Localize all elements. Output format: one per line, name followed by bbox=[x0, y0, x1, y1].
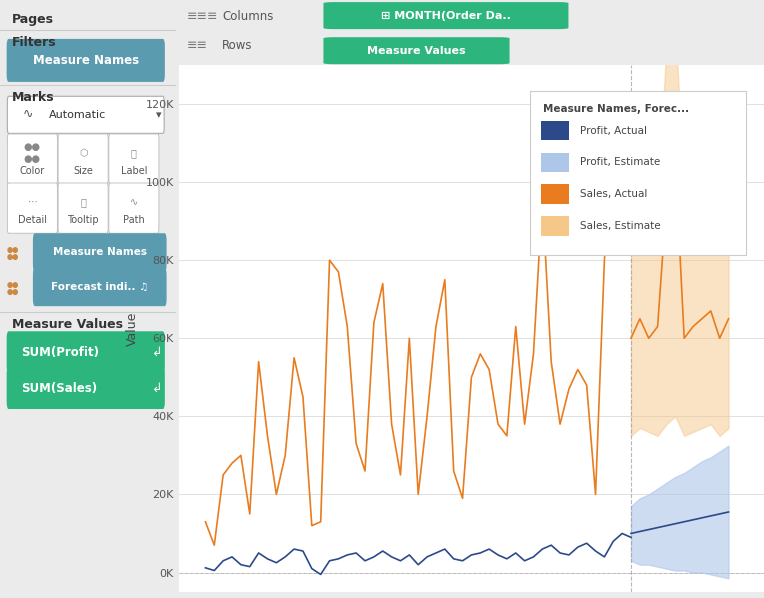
Text: Forecast indi.. ♫: Forecast indi.. ♫ bbox=[51, 282, 148, 292]
Text: ⎕: ⎕ bbox=[80, 197, 86, 207]
Text: Measure Names: Measure Names bbox=[53, 248, 147, 257]
Text: Measure Names, Forec...: Measure Names, Forec... bbox=[543, 105, 689, 114]
Text: ●●
●●: ●● ●● bbox=[24, 142, 41, 164]
FancyBboxPatch shape bbox=[7, 367, 165, 409]
FancyBboxPatch shape bbox=[541, 184, 569, 204]
Text: ⬤⬤
⬤⬤: ⬤⬤ ⬤⬤ bbox=[7, 282, 19, 295]
Text: Sales, Actual: Sales, Actual bbox=[580, 190, 647, 199]
FancyBboxPatch shape bbox=[323, 37, 510, 64]
Text: Pages: Pages bbox=[12, 13, 54, 26]
Text: ⋯: ⋯ bbox=[28, 197, 37, 207]
Text: Measure Names: Measure Names bbox=[33, 54, 139, 67]
FancyBboxPatch shape bbox=[541, 152, 569, 172]
FancyBboxPatch shape bbox=[7, 39, 165, 82]
Text: Columns: Columns bbox=[222, 10, 274, 23]
Text: ∿: ∿ bbox=[130, 197, 138, 207]
Text: ⊞ MONTH(Order Da..: ⊞ MONTH(Order Da.. bbox=[381, 11, 511, 20]
Text: Sales, Estimate: Sales, Estimate bbox=[580, 221, 660, 231]
Text: ⬤⬤
⬤⬤: ⬤⬤ ⬤⬤ bbox=[7, 247, 19, 260]
Text: Color: Color bbox=[20, 166, 45, 176]
FancyBboxPatch shape bbox=[33, 268, 167, 306]
Text: Rows: Rows bbox=[222, 39, 253, 52]
Text: ▾: ▾ bbox=[157, 110, 162, 120]
FancyBboxPatch shape bbox=[8, 96, 164, 133]
FancyBboxPatch shape bbox=[108, 134, 159, 184]
Text: Measure Values: Measure Values bbox=[367, 45, 466, 56]
Text: Automatic: Automatic bbox=[49, 110, 106, 120]
Text: Measure Values: Measure Values bbox=[12, 318, 123, 331]
Y-axis label: Value: Value bbox=[125, 312, 138, 346]
Text: ↲: ↲ bbox=[152, 346, 163, 359]
Text: ⬡: ⬡ bbox=[79, 148, 87, 158]
Text: Marks: Marks bbox=[12, 91, 55, 104]
Text: Tooltip: Tooltip bbox=[67, 215, 99, 225]
FancyBboxPatch shape bbox=[58, 134, 108, 184]
Text: Ⓣ: Ⓣ bbox=[131, 148, 137, 158]
Text: Profit, Actual: Profit, Actual bbox=[580, 126, 647, 136]
FancyBboxPatch shape bbox=[323, 2, 568, 29]
Text: ↲: ↲ bbox=[152, 382, 163, 395]
FancyBboxPatch shape bbox=[7, 331, 165, 373]
Text: ≡≡: ≡≡ bbox=[186, 39, 208, 52]
Text: Detail: Detail bbox=[18, 215, 47, 225]
FancyBboxPatch shape bbox=[8, 134, 57, 184]
FancyBboxPatch shape bbox=[541, 121, 569, 141]
FancyBboxPatch shape bbox=[108, 183, 159, 233]
FancyBboxPatch shape bbox=[58, 183, 108, 233]
FancyBboxPatch shape bbox=[8, 183, 57, 233]
FancyBboxPatch shape bbox=[541, 216, 569, 236]
Text: Path: Path bbox=[123, 215, 144, 225]
Text: Size: Size bbox=[73, 166, 93, 176]
Text: Filters: Filters bbox=[12, 36, 57, 49]
Text: Label: Label bbox=[121, 166, 147, 176]
Text: Profit, Estimate: Profit, Estimate bbox=[580, 157, 660, 167]
Text: SUM(Sales): SUM(Sales) bbox=[21, 382, 97, 395]
Text: ∿: ∿ bbox=[23, 108, 34, 121]
FancyBboxPatch shape bbox=[33, 233, 167, 271]
Text: SUM(Profit): SUM(Profit) bbox=[21, 346, 99, 359]
Text: ≡≡≡: ≡≡≡ bbox=[186, 10, 219, 23]
